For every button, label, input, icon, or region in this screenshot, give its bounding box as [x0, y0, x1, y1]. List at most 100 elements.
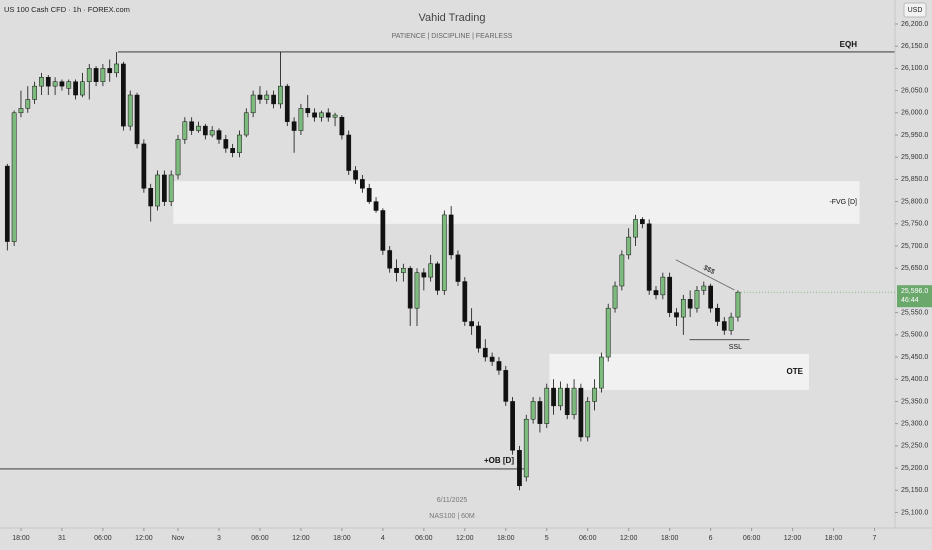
candle-body [189, 121, 195, 131]
candle-body [441, 214, 447, 291]
candle-body [80, 81, 85, 96]
y-tick-label: 25,450.0 [901, 354, 928, 361]
candle-body [93, 68, 99, 82]
y-tick-label: 26,050.0 [901, 87, 928, 94]
candle-body [619, 254, 625, 287]
candle-body [578, 387, 584, 438]
candle-body [694, 290, 700, 309]
y-tick-label: 25,200.0 [901, 465, 928, 472]
candle-body [223, 139, 229, 149]
candle-body [168, 174, 174, 202]
candle-body [148, 188, 154, 207]
candle-body [476, 325, 481, 349]
subtitle: PATIENCE | DISCIPLINE | FEARLESS [392, 33, 513, 40]
candle-body [510, 401, 515, 451]
trendline [675, 259, 735, 291]
candle-body [278, 85, 283, 105]
candle-body [414, 272, 420, 309]
candle-body [134, 94, 140, 145]
candle-body [264, 94, 270, 100]
x-tick-label: 06:00 [415, 535, 433, 542]
y-tick-label: 25,150.0 [901, 487, 928, 494]
candle-body [489, 356, 495, 362]
candle-body [523, 418, 529, 478]
candle-body [400, 267, 406, 273]
x-tick-label: 12:00 [135, 535, 153, 542]
candle-body [366, 188, 372, 202]
candle-body [25, 99, 31, 109]
x-tick-label: 06:00 [743, 535, 761, 542]
candle-body [209, 130, 215, 136]
y-tick-label: 25,700.0 [901, 243, 928, 250]
candle-body [537, 401, 543, 424]
candle-body [339, 116, 345, 136]
candle-body [728, 316, 734, 331]
x-tick-label: 12:00 [456, 535, 474, 542]
candle-body [250, 94, 256, 114]
currency-box[interactable] [903, 2, 927, 18]
y-tick-label: 25,400.0 [901, 376, 928, 383]
y-tick-label: 25,550.0 [901, 309, 928, 316]
x-tick-label: 12:00 [784, 535, 802, 542]
y-tick-label: 25,350.0 [901, 398, 928, 405]
candle-body [161, 174, 167, 202]
candle-body [407, 267, 413, 309]
candle-body [66, 81, 72, 89]
candle-body [230, 148, 236, 154]
x-tick-label: 31 [58, 535, 66, 542]
plot-area [0, 51, 895, 491]
candle-body [325, 112, 331, 118]
x-tick-label: 06:00 [251, 535, 269, 542]
candle-body [585, 401, 591, 438]
candle-body [346, 134, 352, 171]
candle-body [175, 139, 181, 176]
candle-body [39, 77, 44, 87]
ob-label: +OB [D] [484, 456, 514, 465]
candle-body [721, 321, 727, 331]
x-tick-label: 18:00 [333, 535, 351, 542]
candle-body [305, 108, 311, 114]
countdown: 46:44 [901, 297, 919, 304]
candle-body [291, 121, 297, 131]
zone [173, 181, 860, 224]
y-tick-label: 25,250.0 [901, 443, 928, 450]
candle-body [428, 263, 434, 278]
candle-body [271, 94, 276, 105]
candle-body [599, 356, 604, 389]
y-tick-label: 26,000.0 [901, 110, 928, 117]
candle-body [237, 134, 242, 154]
y-tick-label: 25,300.0 [901, 420, 928, 427]
candle-body [380, 210, 386, 251]
y-tick-label: 25,750.0 [901, 221, 928, 228]
candle-body [155, 174, 160, 207]
ssl-label: SSL [729, 344, 742, 351]
candle-body [503, 370, 509, 402]
candle-body [52, 81, 58, 87]
y-tick-label: 25,100.0 [901, 509, 928, 516]
footer-note: NAS100 | 60M [429, 513, 475, 520]
candle-body [701, 285, 707, 291]
y-tick-label: 25,850.0 [901, 176, 928, 183]
last-price-label: 25,596.0 [901, 288, 928, 295]
candle-body [639, 219, 645, 225]
currency[interactable]: USD [908, 7, 923, 14]
trendline-label: $$$ [702, 265, 716, 277]
ote-label: OTE [787, 367, 804, 376]
candle-body [612, 285, 618, 309]
candle-body [455, 254, 461, 282]
candle-body [660, 276, 666, 296]
candle-body [421, 272, 427, 278]
candle-body [544, 387, 550, 424]
candle-body [667, 276, 673, 313]
candle-body [59, 81, 65, 87]
candle-body [469, 321, 475, 327]
candle-body [86, 68, 92, 82]
candle-body [482, 347, 488, 358]
y-tick-label: 25,650.0 [901, 265, 928, 272]
candle-body [216, 130, 222, 140]
y-tick-label: 25,950.0 [901, 132, 928, 139]
candle-body [18, 108, 24, 114]
